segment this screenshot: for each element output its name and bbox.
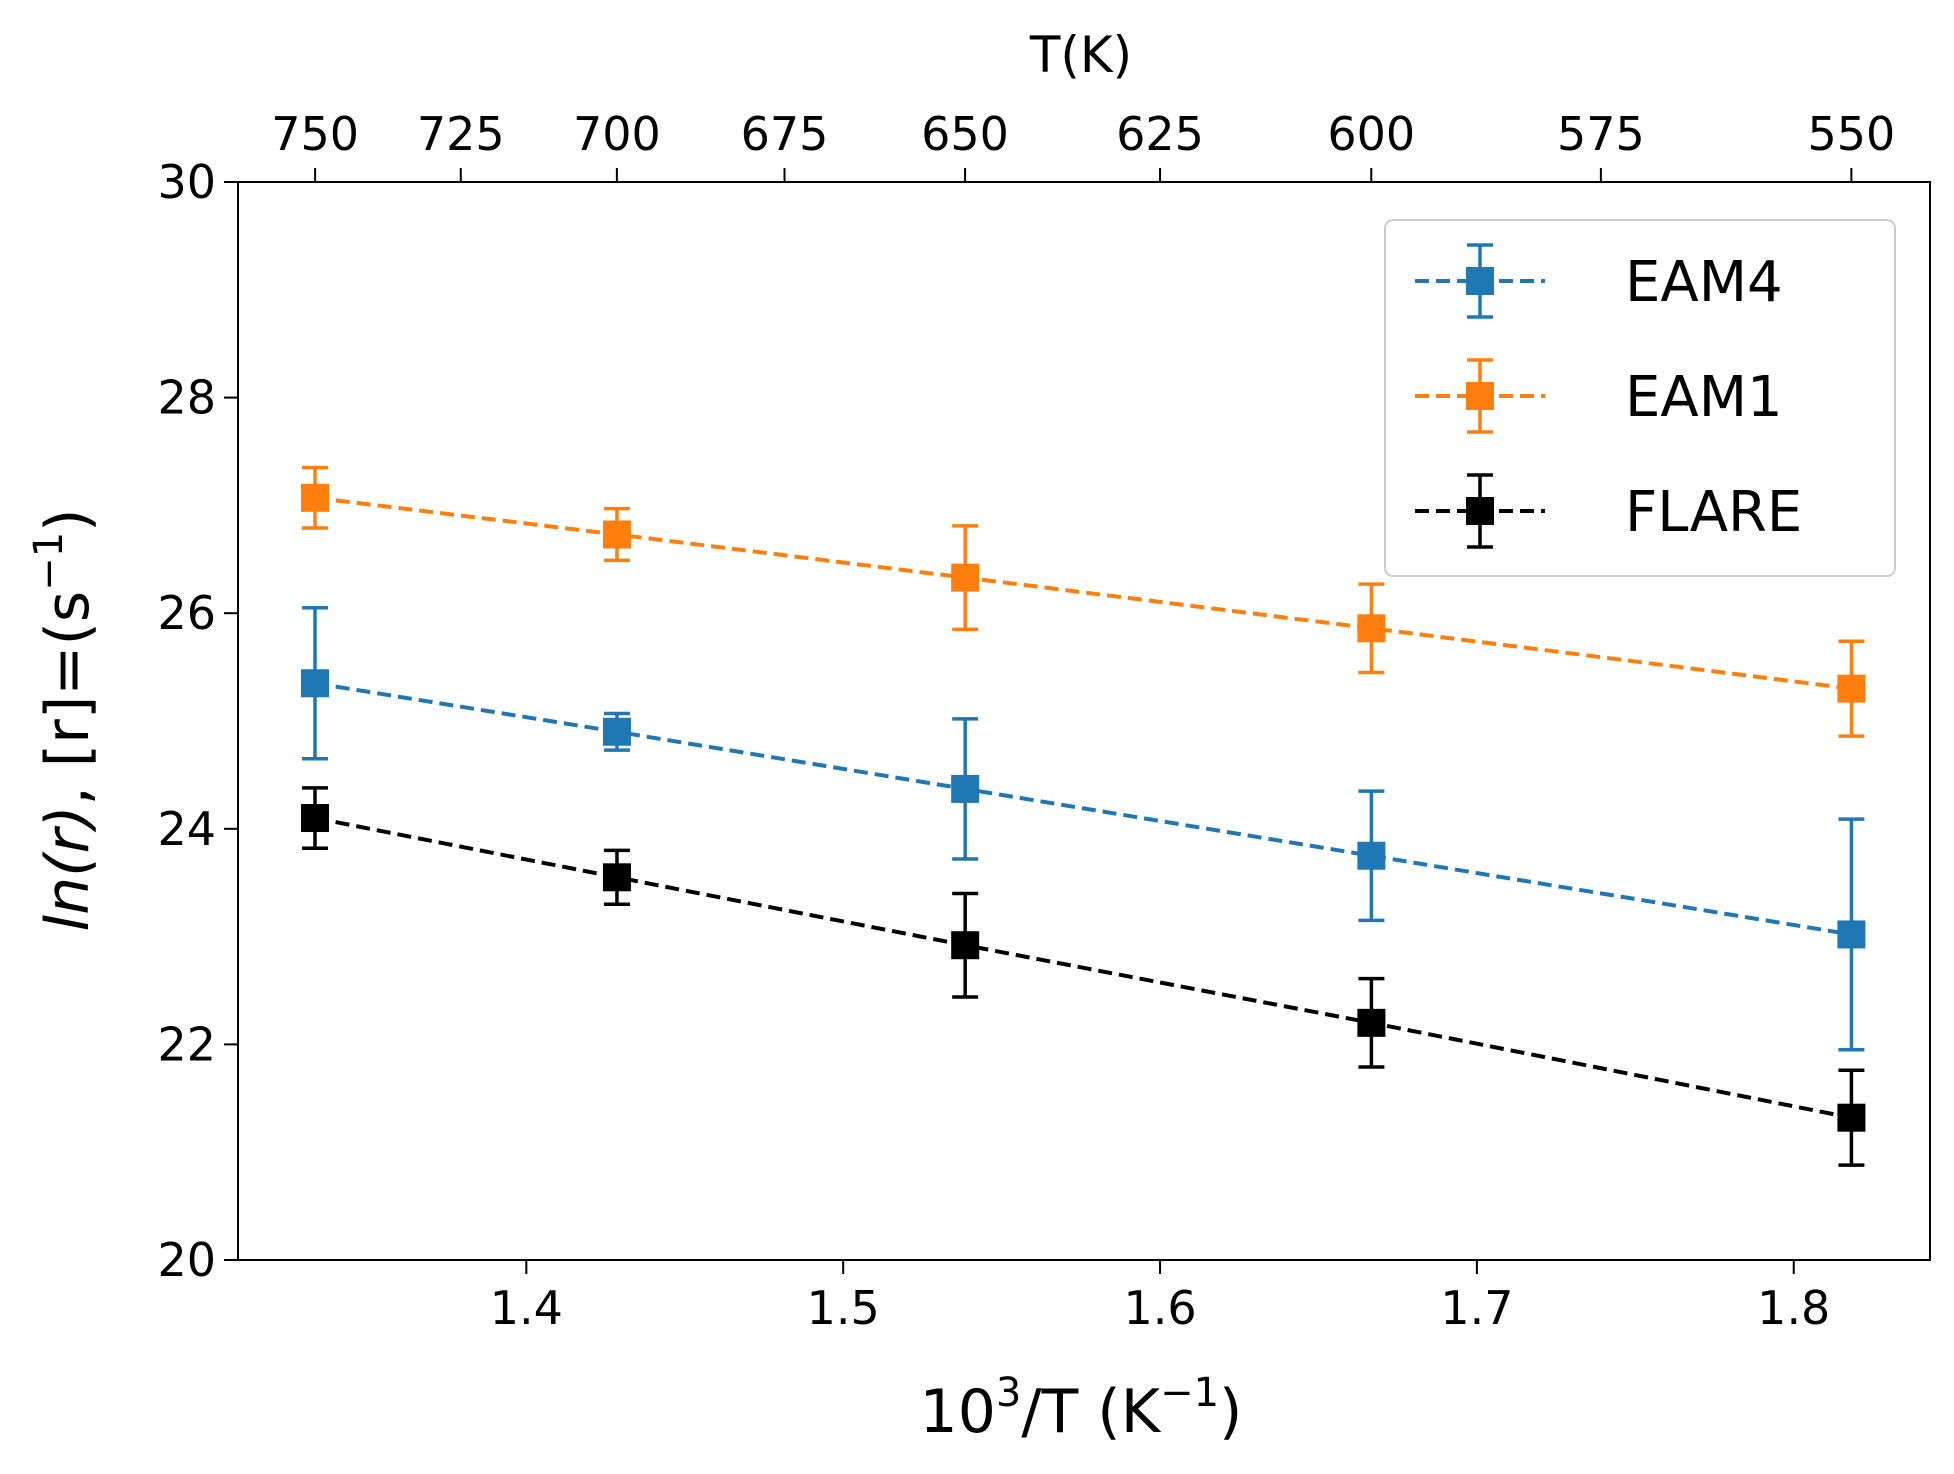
legend-marker	[1466, 497, 1494, 525]
top-axis-label: T(K)	[1029, 26, 1132, 84]
series-eam1	[300, 465, 1866, 738]
data-point	[1837, 674, 1866, 703]
series-layer	[300, 465, 1866, 1167]
data-point	[1357, 841, 1386, 870]
x-tick-label: 1.6	[1123, 1281, 1196, 1335]
x-axis-label: 103/T (K−1)	[920, 1370, 1243, 1447]
top-tick-label: 675	[741, 107, 829, 161]
x-tick-label: 1.7	[1440, 1281, 1513, 1335]
top-tick-label: 600	[1327, 107, 1415, 161]
data-point	[1357, 1008, 1386, 1037]
top-tick-label: 700	[573, 107, 661, 161]
top-axis-ticks: 750 725 700 675 650 625 600 575 550	[271, 107, 1895, 182]
top-tick-label: 650	[921, 107, 1009, 161]
top-tick-label: 750	[271, 107, 359, 161]
data-point	[1837, 1103, 1866, 1132]
series-line	[314, 816, 1852, 1120]
data-point	[300, 804, 329, 833]
y-tick-label: 28	[157, 371, 216, 425]
legend-marker	[1466, 382, 1494, 410]
legend-label: EAM1	[1625, 365, 1783, 430]
data-point	[602, 717, 631, 746]
x-tick-label: 1.8	[1757, 1281, 1830, 1335]
y-tick-label: 30	[157, 155, 216, 209]
data-point	[300, 483, 329, 512]
data-point	[602, 520, 631, 549]
plot-frame	[237, 181, 1931, 1261]
y-axis-ticks: 20 22 24 26 28 30	[157, 155, 238, 1287]
legend-box	[1384, 219, 1896, 577]
y-tick-label: 24	[157, 802, 216, 856]
y-tick-label: 22	[157, 1017, 216, 1071]
y-axis-label: ln(r), [r]=(s−1)	[26, 508, 103, 931]
data-point	[951, 563, 980, 592]
top-tick-label: 725	[417, 107, 505, 161]
series-eam4	[300, 606, 1866, 1052]
legend-label: FLARE	[1625, 480, 1802, 545]
legend-marker	[1466, 267, 1494, 295]
data-point	[1837, 920, 1866, 949]
y-tick-label: 26	[157, 586, 216, 640]
x-axis-ticks: 1.4 1.5 1.6 1.7 1.8	[490, 1260, 1830, 1335]
series-line	[314, 681, 1852, 937]
data-point	[951, 774, 980, 803]
top-tick-label: 575	[1557, 107, 1645, 161]
x-tick-label: 1.4	[490, 1281, 563, 1335]
data-point	[1357, 614, 1386, 643]
legend-label: EAM4	[1625, 250, 1783, 315]
data-point	[951, 931, 980, 960]
data-point	[300, 669, 329, 698]
legend: EAM4 EAM1 FLARE	[1384, 219, 1896, 577]
top-tick-label: 550	[1807, 107, 1895, 161]
y-tick-label: 20	[157, 1233, 216, 1287]
data-point	[602, 863, 631, 892]
series-flare	[300, 786, 1866, 1167]
x-tick-label: 1.5	[807, 1281, 880, 1335]
top-tick-label: 625	[1116, 107, 1204, 161]
